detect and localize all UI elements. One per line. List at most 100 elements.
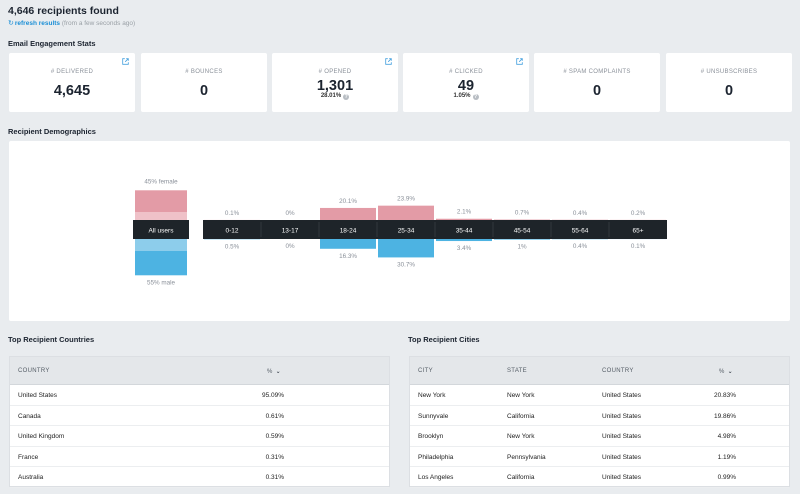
- state-cell: California: [507, 412, 535, 420]
- percent-cell: 19.86%: [713, 412, 736, 420]
- percent-cell: 0.61%: [265, 412, 284, 420]
- city-cell: Brooklyn: [418, 433, 444, 440]
- country-cell: United States: [602, 474, 642, 481]
- age-group-label-18-24: 18-24: [340, 228, 357, 235]
- table-row: Sunnyvale California United States 19.86%: [410, 406, 789, 426]
- column-header-city[interactable]: CITY: [418, 368, 433, 374]
- country-cell: France: [18, 453, 39, 461]
- stat-label: # OPENED: [318, 69, 352, 75]
- column-header-state[interactable]: STATE: [507, 368, 527, 374]
- demographics-panel: 45% female 55% male All users 0-12 0.1% 0.5% 1…: [9, 141, 790, 321]
- female-pct-label-18-24: 20.1%: [339, 198, 357, 205]
- refresh-results-link[interactable]: refresh results: [14, 20, 61, 27]
- female-pct-label-45-54: 0.7%: [515, 210, 530, 217]
- external-link-icon[interactable]: [516, 58, 523, 65]
- country-cell: United States: [602, 453, 642, 461]
- percent-cell: 0.31%: [265, 474, 284, 481]
- country-cell: United States: [602, 392, 642, 399]
- column-header-percent-label: %: [719, 369, 725, 375]
- percent-cell: 95.09%: [261, 392, 284, 399]
- all-users-band: [133, 220, 189, 239]
- stat-card-bounces: # BOUNCES 0: [141, 53, 267, 112]
- column-header-country[interactable]: COUNTRY: [18, 368, 50, 374]
- refresh-icon[interactable]: ↻: [8, 20, 14, 27]
- stat-label: # SPAM COMPLAINTS: [563, 69, 631, 75]
- stat-value: 0: [592, 83, 602, 99]
- table-row: New York New York United States 20.83%: [410, 385, 789, 406]
- percent-cell: 0.59%: [265, 433, 284, 440]
- all-users-label: All users: [149, 228, 175, 235]
- female-share-label: 45% female: [144, 178, 178, 185]
- age-group-label-35-44: 35-44: [456, 228, 473, 235]
- country-cell: United Kingdom: [18, 433, 65, 440]
- stat-percentage-value: 28.01%: [320, 93, 342, 99]
- state-cell: Pennsylvania: [507, 453, 546, 461]
- cities-section-title: Top Recipient Cities: [408, 335, 480, 344]
- stat-value: 49: [457, 78, 475, 94]
- stat-value: 0: [724, 83, 734, 99]
- refresh-note: (from a few seconds ago): [61, 20, 136, 27]
- country-cell: United States: [602, 412, 642, 420]
- male-pct-label-25-34: 30.7%: [397, 261, 415, 268]
- female-bar-35-44: [436, 218, 492, 220]
- stat-percentage: 1.05%?: [403, 93, 529, 100]
- male-pct-label-13-17: 0%: [285, 243, 295, 250]
- female-share-bar: [135, 190, 187, 212]
- male-pct-label-0-12: 0.5%: [225, 243, 240, 250]
- cities-table-header: CITY STATE COUNTRY % ⌄: [410, 357, 789, 385]
- column-header-country[interactable]: COUNTRY: [602, 368, 634, 374]
- city-cell: Los Angeles: [418, 474, 454, 481]
- country-cell: Australia: [18, 474, 44, 481]
- column-header-percent[interactable]: % ⌄: [267, 368, 281, 375]
- help-icon[interactable]: ?: [343, 94, 350, 100]
- percent-cell: 0.99%: [717, 474, 736, 481]
- age-group-label-65+: 65+: [632, 228, 643, 235]
- table-row: United Kingdom 0.59%: [10, 426, 389, 447]
- table-row: Philadelphia Pennsylvania United States 1.1…: [410, 447, 789, 467]
- male-share-bar-light: [135, 239, 187, 251]
- stat-label: # BOUNCES: [185, 69, 223, 75]
- age-group-label-13-17: 13-17: [282, 228, 299, 235]
- cities-table: CITY STATE COUNTRY % ⌄ New York New York Un…: [409, 356, 790, 488]
- table-row: Canada 0.61%: [10, 406, 389, 426]
- stat-card-delivered[interactable]: # DELIVERED 4,645: [9, 53, 135, 112]
- stat-value: 1,301: [316, 78, 354, 94]
- results-header: 4,646 recipients found ↻refresh results …: [8, 5, 135, 27]
- stat-label: # DELIVERED: [50, 69, 94, 75]
- percent-cell: 0.31%: [265, 453, 284, 461]
- stat-value: 4,645: [53, 83, 91, 99]
- country-cell: Canada: [18, 412, 41, 420]
- stat-card-spam-complaints: # SPAM COMPLAINTS 0: [534, 53, 660, 112]
- male-bar-45-54: [494, 239, 550, 240]
- female-pct-label-25-34: 23.9%: [397, 196, 415, 203]
- stat-card-opened[interactable]: # OPENED 1,301 28.01%?: [272, 53, 398, 112]
- countries-table-header: COUNTRY % ⌄: [10, 357, 389, 385]
- recipients-count-title: 4,646 recipients found: [8, 5, 119, 17]
- state-cell: New York: [507, 392, 535, 399]
- male-share-label: 55% male: [147, 279, 175, 286]
- sort-chevron-down-icon: ⌄: [275, 369, 281, 375]
- city-cell: New York: [418, 392, 446, 399]
- male-pct-label-35-44: 3.4%: [457, 245, 472, 252]
- state-cell: New York: [507, 433, 535, 440]
- male-bar-18-24: [320, 239, 376, 249]
- age-group-label-55-64: 55-64: [572, 228, 589, 235]
- column-header-percent[interactable]: % ⌄: [719, 368, 733, 375]
- percent-cell: 20.83%: [713, 392, 736, 399]
- stat-card-clicked[interactable]: # CLICKED 49 1.05%?: [403, 53, 529, 112]
- male-pct-label-65+: 0.1%: [631, 243, 646, 250]
- countries-table: COUNTRY % ⌄ United States 95.09% Canada 0.61…: [9, 356, 390, 488]
- age-group-label-25-34: 25-34: [398, 228, 415, 235]
- help-icon[interactable]: ?: [472, 94, 479, 100]
- stat-value: 0: [199, 83, 209, 99]
- female-pct-label-13-17: 0%: [285, 210, 295, 217]
- sort-chevron-down-icon: ⌄: [727, 369, 733, 375]
- stat-percentage-value: 1.05%: [453, 93, 471, 99]
- male-share-bar: [135, 251, 187, 276]
- external-link-icon[interactable]: [122, 58, 129, 65]
- table-row: United States 95.09%: [10, 385, 389, 406]
- stat-percentage: 28.01%?: [272, 93, 398, 100]
- stat-card-unsubscribes: # UNSUBSCRIBES 0: [666, 53, 792, 112]
- table-row: Australia 0.31%: [10, 467, 389, 488]
- external-link-icon[interactable]: [385, 58, 392, 65]
